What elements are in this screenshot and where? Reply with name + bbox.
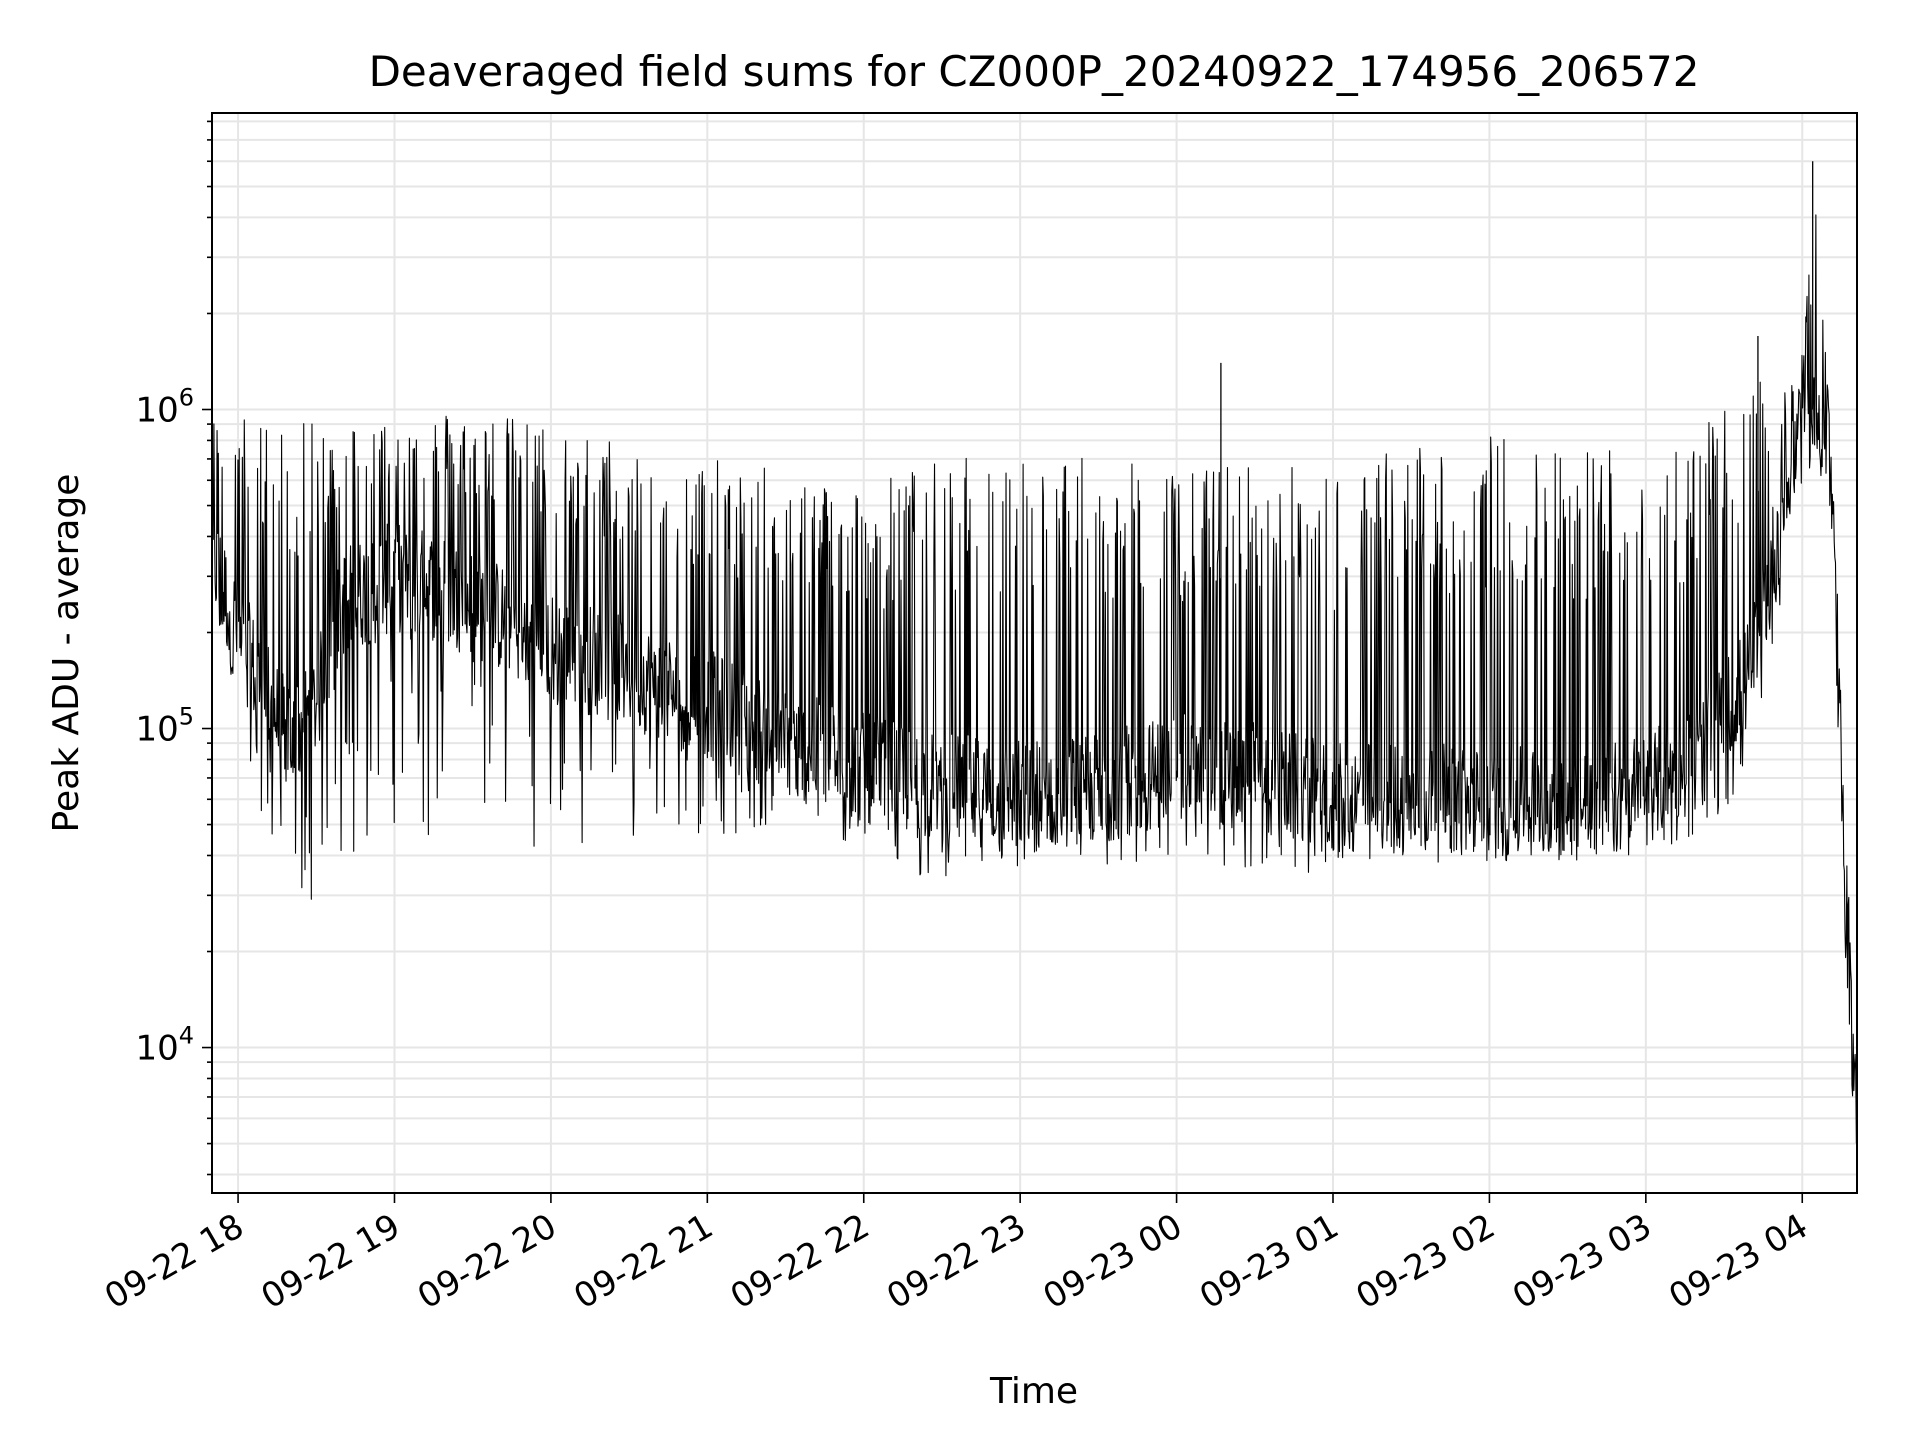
chart-title: Deaveraged field sums for CZ000P_2024092… — [369, 47, 1700, 96]
y-axis-label: Peak ADU - average — [46, 474, 87, 833]
plot-area — [211, 161, 1858, 1144]
series-line — [211, 214, 1858, 1144]
y-tick-label: 105 — [135, 703, 194, 750]
y-tick-label: 104 — [135, 1022, 194, 1069]
y-axis: 104 105 106 — [135, 120, 212, 1176]
y-tick-label: 106 — [135, 384, 194, 431]
x-axis-label: Time — [989, 1371, 1078, 1412]
axes-frame — [211, 112, 1858, 1194]
